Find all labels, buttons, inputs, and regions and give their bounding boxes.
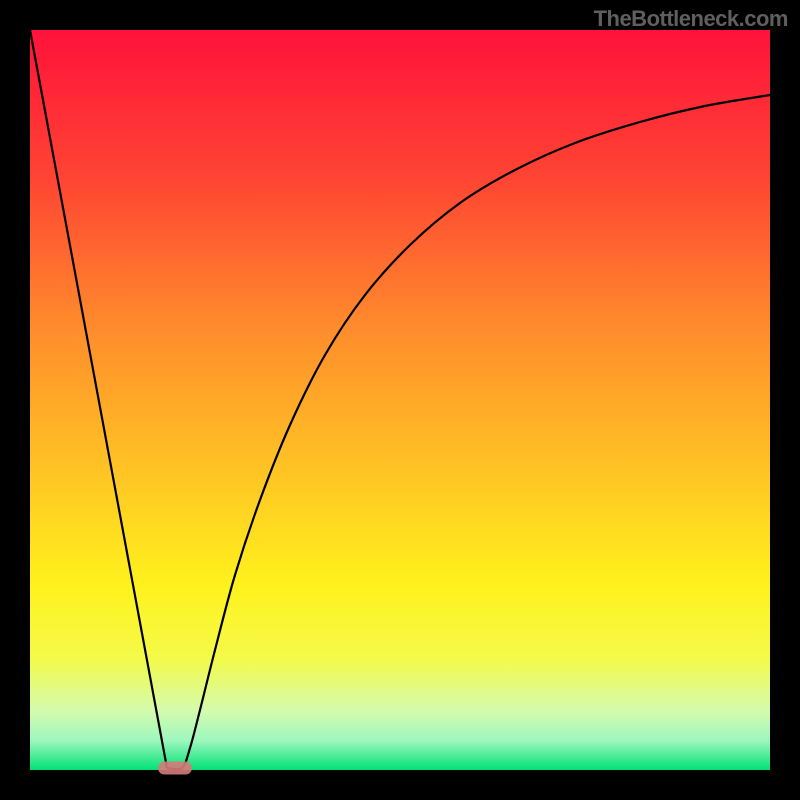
chart-container: TheBottleneck.com [0,0,800,800]
watermark-text: TheBottleneck.com [594,6,788,32]
bottleneck-curve-chart [0,0,800,800]
optimal-point-marker [158,762,192,775]
gradient-background [30,30,770,770]
